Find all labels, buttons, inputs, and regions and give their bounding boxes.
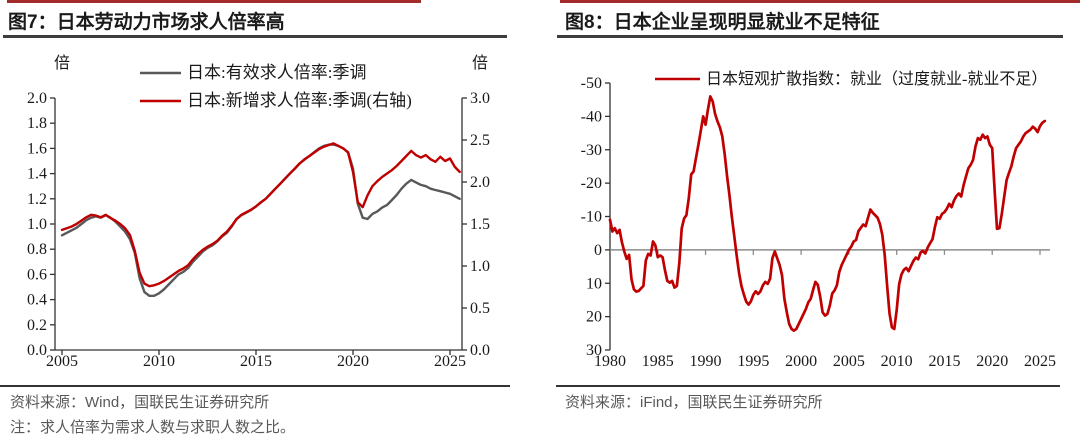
left-y-tick-label: 1.0 [27,216,47,233]
right-y-tick-label: 2.0 [470,174,490,191]
right-y-tick-label: 2.5 [470,132,490,149]
left-y-tick-label: 0.0 [27,342,47,359]
right-y-tick-label: 3.0 [470,90,490,107]
left-y-tick-label: 1.6 [27,140,47,157]
left-y-tick-label: 10 [586,275,602,292]
x-tick-label: 2020 [337,353,369,370]
left-y-tick-label: -40 [581,108,602,125]
left-y-tick-label: 1.8 [27,115,47,132]
x-tick-label: 2025 [434,353,466,370]
right-y-tick-label: 1.5 [470,216,490,233]
x-tick-label: 2005 [46,353,78,370]
right-y-tick-label: 0.0 [470,342,490,359]
figure-7-top-red-rule [7,0,421,3]
left-y-tick-label: 0.6 [27,266,47,283]
series-line-1 [60,142,461,288]
figure-8-bottom-rule [556,385,1060,387]
x-tick-label: 2015 [240,353,272,370]
figure-7-note: 注：求人倍率为需求人数与求职人数之比。 [10,419,296,436]
left-y-tick-label: 1.4 [27,166,47,183]
left-y-tick-label: 1.2 [27,191,47,208]
x-tick-label: 2025 [1024,353,1056,370]
x-tick-label: 2010 [143,353,175,370]
x-tick-label: 2020 [976,353,1008,370]
figure-8-source: 资料来源：iFind，国联民生证券研究所 [565,394,823,411]
left-y-tick-label: -10 [581,209,602,226]
series-line-0 [60,143,461,298]
x-tick-label: 2005 [833,353,865,370]
left-y-tick-label: 20 [586,309,602,326]
figure-8-title: 图8：日本企业呈现明显就业不足特征 [565,12,880,33]
left-y-tick-label: 0.4 [27,292,47,309]
x-tick-label: 1990 [690,353,722,370]
left-y-tick-label: 0.2 [27,317,47,334]
right-y-tick-label: 1.0 [470,258,490,275]
right-y-tick-label: 0.5 [470,300,490,317]
left-y-tick-label: 0 [594,242,602,259]
left-y-tick-label: 0.8 [27,241,47,258]
figure-7-title-underline [3,35,507,38]
left-y-tick-label: 2.0 [27,90,47,107]
x-tick-label: 2015 [928,353,960,370]
x-tick-label: 2010 [881,353,913,370]
figure-8-top-red-rule [560,0,1080,3]
series-line-0 [608,95,1047,332]
left-axis-unit-label: 倍 [54,54,70,72]
right-axis-unit-label: 倍 [472,54,488,72]
figure-7-chart: 0.0 0.2 0.4 0.6 0.8 1.0 1.2 1.4 1.6 1.8 2.0 倍 0.0 0.5… [27,54,490,370]
figure-8-panel: 图8：日本企业呈现明显就业不足特征 -50 -40 -30 -20 -10 0 10 20 30… [545,0,1080,446]
left-y-tick-label: 30 [586,342,602,359]
left-y-tick-label: -30 [581,142,602,159]
left-y-tick-label: -20 [581,175,602,192]
figure-8-title-underline [557,35,1063,38]
figure-7-title: 图7：日本劳动力市场求人倍率高 [8,12,285,33]
legend-label: 日本:有效求人倍率:季调 [187,63,366,82]
legend-label: 日本短观扩散指数：就业（过度就业-就业不足） [706,70,1047,88]
figure-7-source: 资料来源：Wind，国联民生证券研究所 [10,394,270,411]
legend-label: 日本:新增求人倍率:季调(右轴) [187,91,412,110]
x-tick-label: 1995 [737,353,769,370]
x-tick-label: 1985 [642,353,674,370]
x-tick-label: 1980 [594,353,626,370]
left-y-tick-label: -50 [581,75,602,92]
figure-7-bottom-rule [0,385,510,387]
x-tick-label: 2000 [785,353,817,370]
figure-7-panel: 图7：日本劳动力市场求人倍率高 0.0 0.2 0.4 0.6 0.8 1.0 1.2 1.4… [0,0,530,446]
